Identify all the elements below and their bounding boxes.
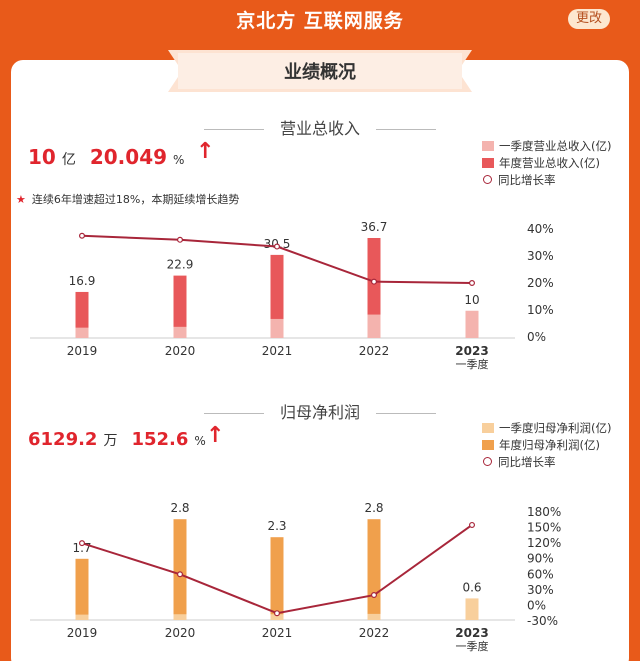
revenue-summary: 10 亿 20.049%	[28, 145, 184, 169]
data-label: 22.9	[167, 258, 194, 272]
growth-point	[371, 278, 378, 285]
quarter-bar	[367, 613, 381, 620]
app-title: 京北方 互联网服务	[236, 10, 404, 32]
y-tick-label: 60%	[527, 567, 554, 581]
x-tick-label: 2020	[165, 626, 196, 640]
x-tick-label: 2023	[455, 626, 488, 640]
growth-point	[78, 232, 85, 239]
quarter-bar	[75, 614, 89, 620]
profit-chart: 180%150%120%90%60%30%0%-30%1.720192.8202…	[30, 501, 561, 653]
revenue-growth: 20.049	[89, 145, 168, 169]
y-tick-label: 120%	[527, 536, 561, 550]
x-tick-sublabel: 一季度	[456, 639, 489, 653]
growth-point	[78, 540, 85, 547]
legend-item: 一季度营业总收入(亿)	[482, 137, 611, 154]
revenue-growth-unit: %	[173, 153, 185, 167]
y-tick-label: 150%	[527, 521, 561, 535]
annual-bar	[173, 275, 187, 338]
legend-item: 同比增长率	[482, 453, 611, 470]
profit-unit: 万	[103, 433, 118, 449]
profit-value: 6129.2	[28, 429, 98, 450]
x-tick-sublabel: 一季度	[456, 357, 489, 371]
section-ribbon	[168, 50, 472, 92]
data-label: 2.8	[170, 501, 189, 515]
y-tick-label: 0%	[527, 330, 546, 344]
annual-bar	[270, 254, 284, 338]
profit-title: 归母净利润	[279, 403, 360, 422]
legend-item: 同比增长率	[482, 171, 611, 188]
annual-bar	[75, 558, 89, 620]
quarter-bar	[465, 310, 479, 338]
quarter-bar	[173, 614, 187, 620]
x-tick-label: 2019	[67, 626, 98, 640]
revenue-legend: 一季度营业总收入(亿) 年度营业总收入(亿) 同比增长率	[482, 137, 611, 188]
y-tick-label: 180%	[527, 505, 561, 519]
x-tick-label: 2019	[67, 344, 98, 358]
growth-point	[469, 279, 476, 286]
x-tick-label: 2023	[455, 344, 488, 358]
data-label: 2.8	[364, 501, 383, 515]
profit-title-row: 归母净利润	[0, 399, 640, 423]
quarter-bar	[367, 314, 381, 338]
annual-bar	[173, 519, 187, 620]
revenue-title-row: 营业总收入	[0, 115, 640, 139]
data-label: 16.9	[69, 274, 96, 288]
growth-point	[274, 610, 281, 617]
x-tick-label: 2021	[262, 344, 293, 358]
y-tick-label: -30%	[527, 614, 558, 628]
profit-growth: 152.6	[131, 429, 189, 450]
y-tick-label: 90%	[527, 552, 554, 566]
section-title: 业绩概况	[284, 62, 356, 83]
annual-bar	[270, 537, 284, 620]
growth-point	[177, 236, 184, 243]
y-tick-label: 20%	[527, 276, 554, 290]
y-tick-label: 30%	[527, 583, 554, 597]
y-tick-label: 40%	[527, 222, 554, 236]
profit-legend: 一季度归母净利润(亿) 年度归母净利润(亿) 同比增长率	[482, 419, 611, 470]
growth-point	[371, 592, 378, 599]
quarter-bar	[75, 327, 89, 338]
revenue-note-text: 连续6年增速超过18%，本期延续增长趋势	[31, 193, 240, 206]
revenue-chart: 40%30%20%10%0%16.9201922.9202030.5202136…	[30, 220, 554, 371]
change-button[interactable]: 更改	[568, 9, 610, 29]
revenue-value: 10	[28, 145, 56, 169]
y-tick-label: 30%	[527, 249, 554, 263]
revenue-unit: 亿	[61, 152, 76, 168]
star-icon: ★	[16, 193, 26, 206]
growth-point	[177, 571, 184, 578]
legend-item: 一季度归母净利润(亿)	[482, 419, 611, 436]
content-card	[11, 60, 629, 661]
annual-bar	[367, 237, 381, 338]
data-label: 0.6	[462, 580, 481, 594]
growth-point	[274, 243, 281, 250]
x-tick-label: 2022	[359, 344, 390, 358]
revenue-title: 营业总收入	[279, 119, 360, 138]
growth-point	[469, 521, 476, 528]
profit-growth-unit: %	[194, 434, 206, 448]
watermark: 知乎 @不做韭菜	[488, 627, 591, 643]
y-tick-label: 0%	[527, 598, 546, 612]
quarter-bar	[173, 326, 187, 338]
quarter-bar	[465, 598, 479, 620]
quarter-bar	[270, 614, 284, 620]
data-label: 36.7	[361, 220, 388, 234]
x-tick-label: 2020	[165, 344, 196, 358]
revenue-up-arrow-icon: ↑	[196, 139, 215, 164]
quarter-bar	[270, 318, 284, 338]
revenue-note: ★ 连续6年增速超过18%，本期延续增长趋势	[16, 191, 239, 207]
x-tick-label: 2021	[262, 626, 293, 640]
y-tick-label: 10%	[527, 303, 554, 317]
legend-item: 年度归母净利润(亿)	[482, 436, 611, 453]
profit-up-arrow-icon: ↑	[206, 423, 225, 448]
profit-summary: 6129.2 万 152.6%	[28, 429, 206, 450]
legend-item: 年度营业总收入(亿)	[482, 154, 611, 171]
annual-bar	[367, 519, 381, 620]
data-label: 10	[464, 293, 479, 307]
annual-bar	[75, 291, 89, 338]
x-tick-label: 2022	[359, 626, 390, 640]
data-label: 2.3	[267, 519, 286, 533]
